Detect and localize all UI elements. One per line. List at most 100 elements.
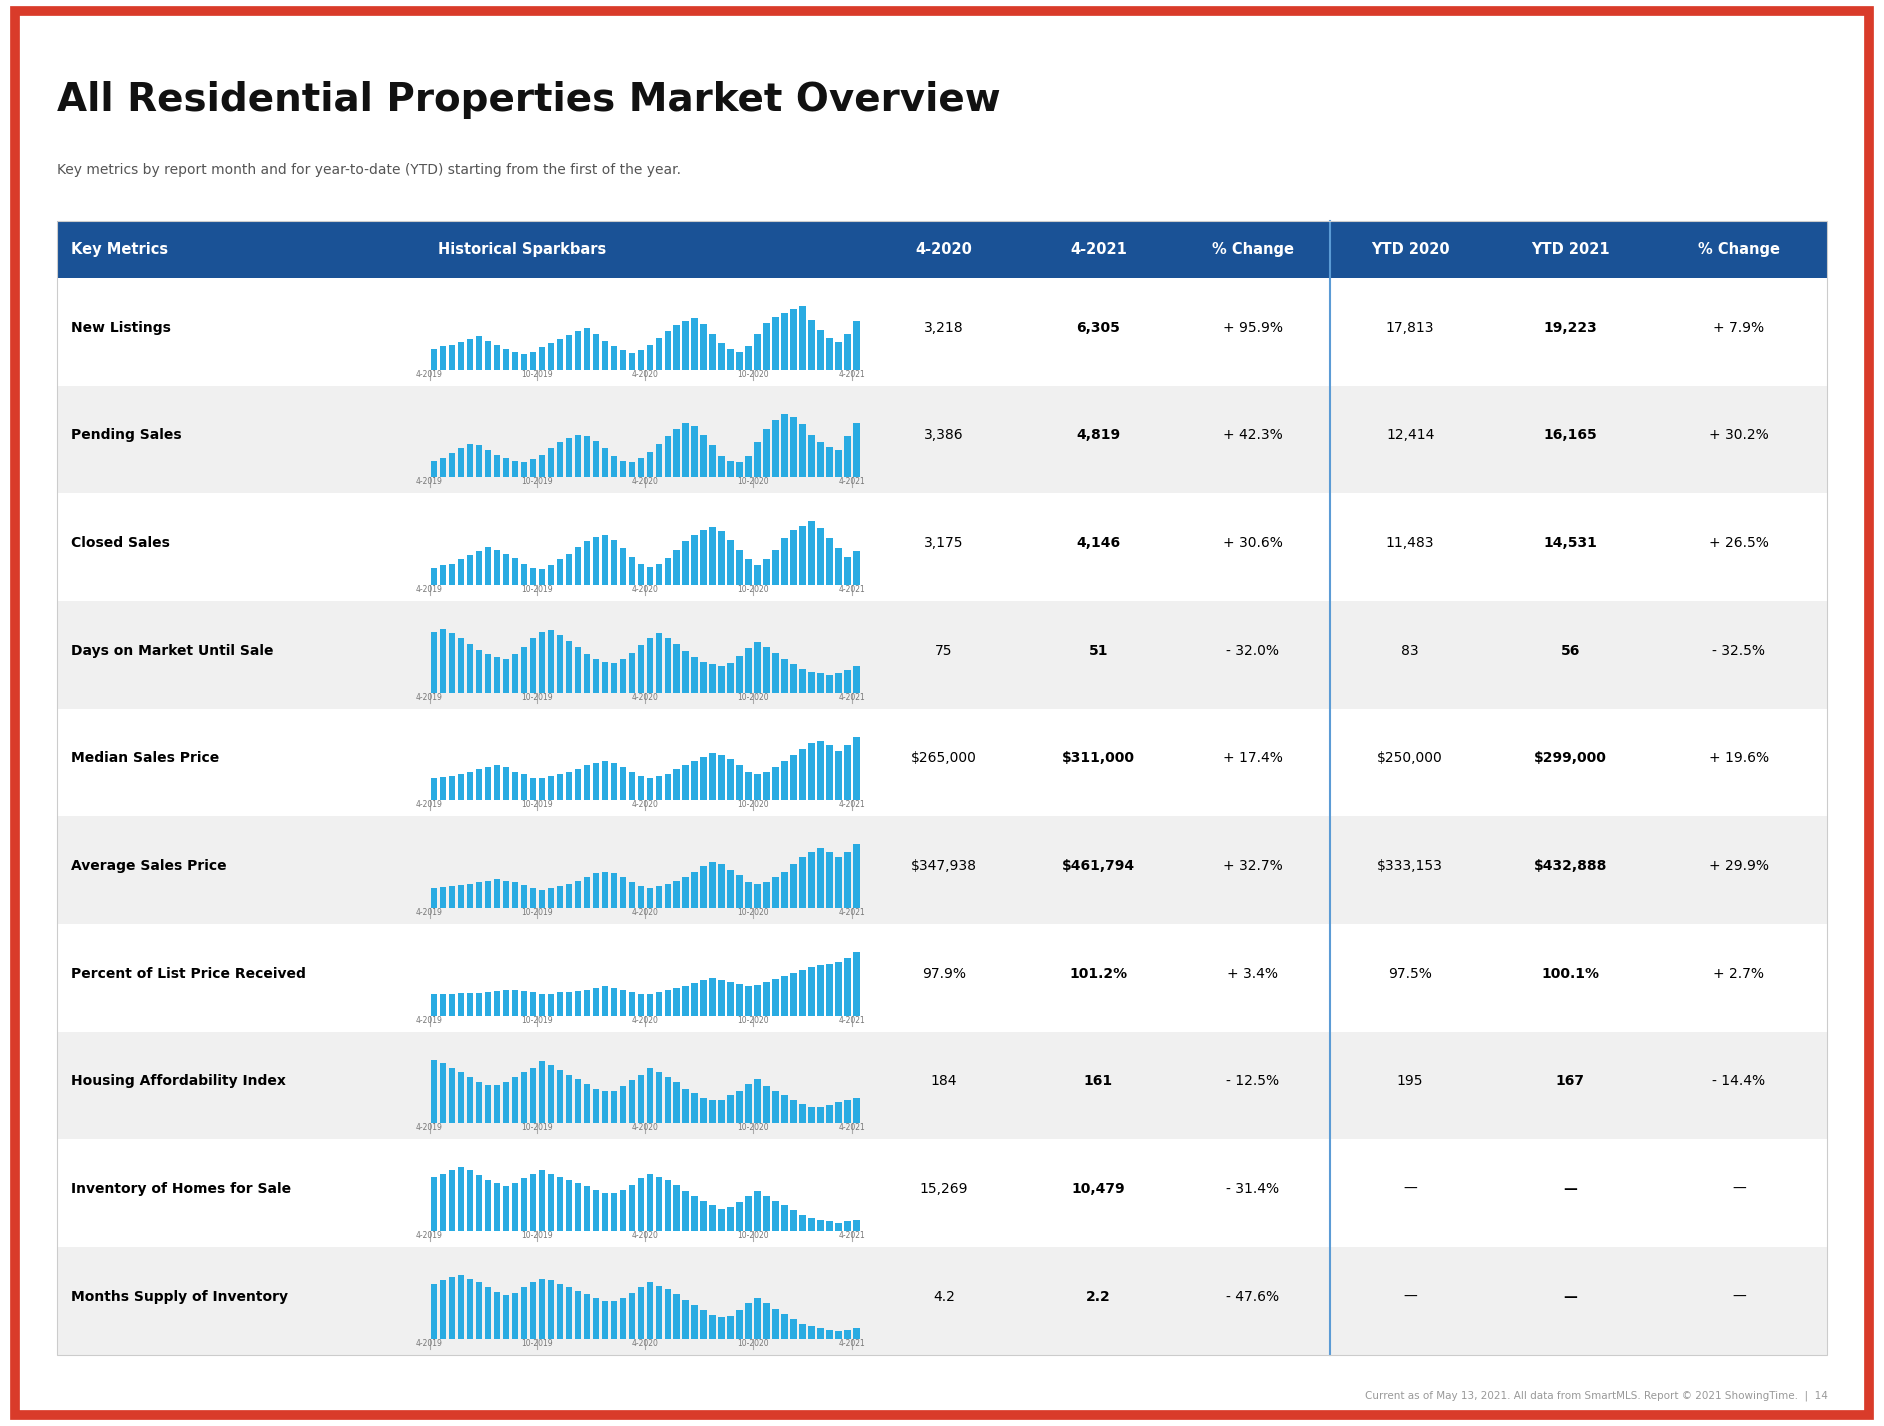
Bar — [718, 532, 725, 585]
Bar — [808, 743, 814, 800]
Bar — [610, 873, 618, 908]
Bar — [808, 1218, 814, 1231]
Bar — [601, 341, 609, 369]
Bar — [835, 342, 842, 369]
Text: 6,305: 6,305 — [1076, 321, 1121, 335]
Bar — [853, 737, 859, 800]
Bar — [737, 1202, 742, 1231]
Text: 10-2019: 10-2019 — [522, 1015, 554, 1024]
Bar — [746, 1196, 752, 1231]
Bar — [484, 991, 492, 1015]
Bar — [646, 637, 654, 693]
Text: 4-2021: 4-2021 — [1070, 242, 1127, 257]
Text: 10-2020: 10-2020 — [737, 800, 769, 809]
Bar — [503, 1186, 509, 1231]
Bar — [548, 1065, 554, 1124]
Bar — [556, 339, 563, 369]
Bar — [835, 673, 842, 693]
Bar — [737, 549, 742, 585]
Bar — [629, 1081, 635, 1124]
Text: 10-2019: 10-2019 — [522, 1124, 554, 1132]
Text: 4-2020: 4-2020 — [631, 1231, 659, 1239]
Bar — [835, 1224, 842, 1231]
Bar — [710, 978, 716, 1015]
Bar — [431, 1283, 437, 1339]
Bar — [656, 443, 661, 478]
Bar — [448, 776, 456, 800]
Text: 184: 184 — [931, 1074, 957, 1088]
Bar — [772, 419, 778, 478]
Bar — [808, 672, 814, 693]
Bar — [593, 873, 599, 908]
Bar — [629, 1185, 635, 1231]
Bar — [431, 777, 437, 800]
Bar — [539, 994, 544, 1015]
Bar — [844, 958, 852, 1015]
Text: + 3.4%: + 3.4% — [1226, 967, 1279, 981]
Text: + 17.4%: + 17.4% — [1223, 752, 1283, 766]
Bar — [673, 643, 680, 693]
Text: 4-2019: 4-2019 — [416, 908, 443, 917]
Bar — [844, 334, 852, 369]
Bar — [727, 663, 735, 693]
Bar — [484, 1181, 492, 1231]
Bar — [556, 773, 563, 800]
Bar — [620, 548, 625, 585]
Bar — [782, 761, 788, 800]
Bar — [682, 766, 690, 800]
Bar — [601, 1091, 609, 1124]
Text: —: — — [1731, 1182, 1746, 1196]
Bar — [593, 1298, 599, 1339]
Text: + 42.3%: + 42.3% — [1223, 428, 1283, 442]
Bar — [844, 556, 852, 585]
Bar — [520, 563, 528, 585]
Bar — [539, 890, 544, 908]
Bar — [503, 553, 509, 585]
Text: 4-2021: 4-2021 — [838, 908, 865, 917]
Text: + 30.6%: + 30.6% — [1223, 536, 1283, 550]
Text: 17,813: 17,813 — [1387, 321, 1434, 335]
Bar — [584, 1186, 590, 1231]
Bar — [827, 1221, 833, 1231]
Text: - 12.5%: - 12.5% — [1226, 1074, 1279, 1088]
Bar — [646, 1174, 654, 1231]
Text: YTD 2020: YTD 2020 — [1372, 242, 1449, 257]
Bar — [620, 1189, 625, 1231]
Text: Percent of List Price Received: Percent of List Price Received — [72, 967, 305, 981]
Bar — [718, 456, 725, 478]
Text: % Change: % Change — [1697, 242, 1780, 257]
Bar — [601, 1192, 609, 1231]
Bar — [529, 888, 537, 908]
Bar — [701, 662, 706, 693]
Bar — [835, 752, 842, 800]
Bar — [718, 1209, 725, 1231]
Text: % Change: % Change — [1211, 242, 1294, 257]
Bar — [467, 1279, 473, 1339]
Bar — [835, 451, 842, 478]
Bar — [646, 777, 654, 800]
Bar — [691, 1196, 697, 1231]
Bar — [754, 1079, 761, 1124]
Bar — [691, 426, 697, 478]
Bar — [620, 659, 625, 693]
Text: 4-2021: 4-2021 — [838, 693, 865, 702]
Text: 4-2021: 4-2021 — [838, 1015, 865, 1024]
Bar — [458, 1168, 463, 1231]
Bar — [512, 990, 518, 1015]
Bar — [701, 530, 706, 585]
Bar — [673, 770, 680, 800]
Bar — [827, 446, 833, 478]
Bar — [512, 655, 518, 693]
Bar — [484, 881, 492, 908]
Bar — [503, 990, 509, 1015]
Bar — [494, 1292, 499, 1339]
Bar — [710, 665, 716, 693]
Text: —: — — [1564, 1182, 1577, 1196]
Bar — [799, 526, 806, 585]
Text: 4-2021: 4-2021 — [838, 1124, 865, 1132]
Bar — [791, 309, 797, 369]
Bar — [520, 355, 528, 369]
Bar — [853, 422, 859, 478]
Bar — [791, 1319, 797, 1339]
Bar — [746, 649, 752, 693]
